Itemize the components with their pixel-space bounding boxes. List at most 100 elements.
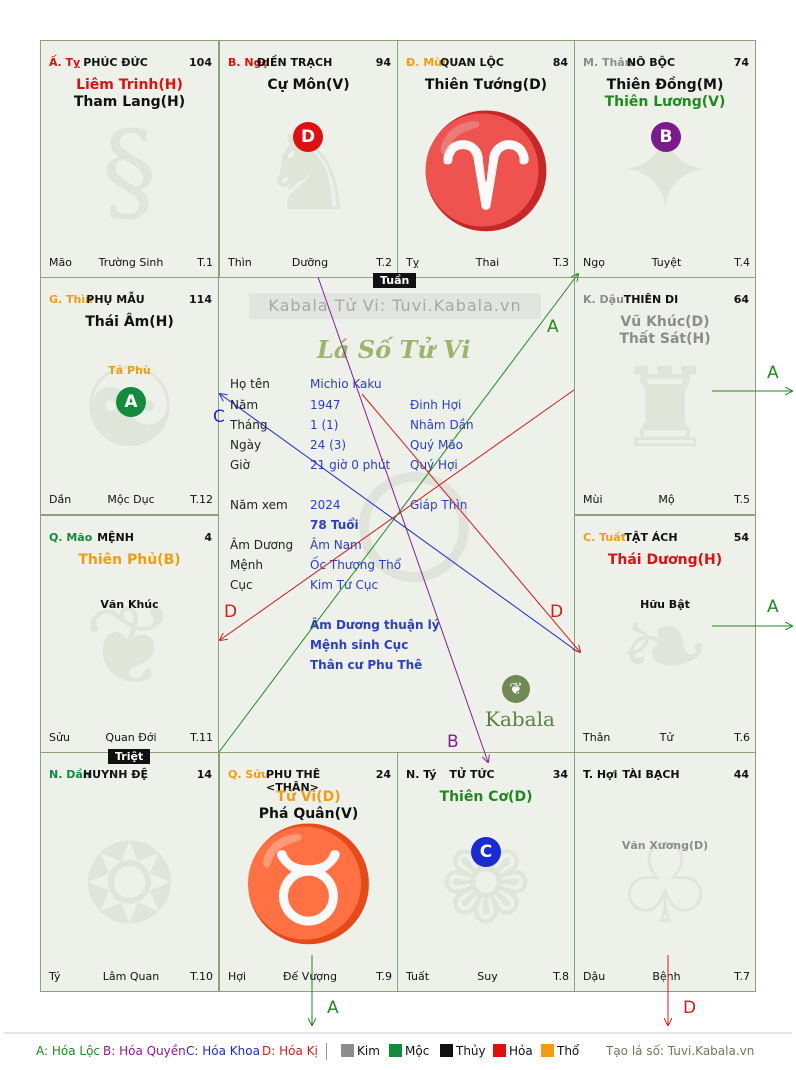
palace-name: NÔ BỘC <box>626 56 676 69</box>
palace-name: TỬ TỨC <box>449 768 495 781</box>
value-gio: 21 giờ 0 phút <box>310 458 391 472</box>
palace-value: 34 <box>552 768 568 781</box>
can-chi: Q. Mão <box>49 531 93 544</box>
hoa-swatch <box>493 1044 506 1057</box>
phase: Mộ <box>658 493 675 506</box>
can-chi: K. Dậu <box>583 293 624 306</box>
can-chi: M. Thân <box>583 56 633 69</box>
palace-tai-bach[interactable]: ♧ T. Hợi TÀI BẠCH 44 Văn Xương(D) Dậu Bệnh T… <box>574 752 756 992</box>
legend-moc: Mộc <box>389 1044 429 1058</box>
major-star: Tham Lang(H) <box>73 94 186 110</box>
can-chi: N. Tý <box>406 768 437 781</box>
palace-value: 24 <box>375 768 391 781</box>
t-number: T.8 <box>553 970 569 983</box>
arrow-label-d: D <box>550 602 564 622</box>
palace-name: PHỤ MẪU <box>86 293 145 306</box>
palace-thien-di[interactable]: ♜ K. Dậu THIÊN DI 64 Vũ Khúc(D) Thất Sát(H)… <box>574 277 756 515</box>
palace-name: PHU THÊ <THÂN> <box>266 768 321 794</box>
hoa-ki-arrow <box>220 389 575 640</box>
value-thang: 1 (1) <box>310 418 339 432</box>
palace-value: 84 <box>552 56 568 69</box>
watermark: Kabala Tử Vi: Tuvi.Kabala.vn <box>249 293 541 319</box>
t-number: T.9 <box>376 970 392 983</box>
branch: Dần <box>49 493 72 506</box>
palace-value: 64 <box>733 293 749 306</box>
ox-illustration: ♉ <box>240 819 377 948</box>
site-credit[interactable]: Tạo lá số: Tuvi.Kabala.vn <box>606 1044 755 1058</box>
branch: Dậu <box>583 970 606 983</box>
palace-name: PHÚC ĐỨC <box>83 56 148 69</box>
phase: Suy <box>477 970 498 983</box>
major-star: Thiên Cơ(D) <box>439 789 533 805</box>
goat-illustration: ♈ <box>417 106 555 235</box>
legend-divider <box>326 1043 327 1060</box>
palace-name: TẬT ÁCH <box>624 531 678 544</box>
value-ngay-can: Quý Mão <box>410 438 464 452</box>
palace-dien-trach[interactable]: ♞ B. Ngọ ĐIỀN TRẠCH 94 Cự Môn(V) D Thìn Dưỡ… <box>219 40 398 278</box>
palace-menh[interactable]: ❦ Q. Mão MỆNH 4 Thiên Phủ(B) Văn Khúc Sửu Q… <box>40 515 219 753</box>
can-chi: C. Tuất <box>583 531 626 544</box>
branch: Mùi <box>583 493 603 506</box>
t-number: T.12 <box>190 493 213 506</box>
kabala-logo-text: Kabala <box>485 707 555 731</box>
major-star: Thiên Tướng(D) <box>424 77 548 93</box>
major-star: Tử Vi(D) <box>276 789 341 805</box>
branch: Tỵ <box>406 256 420 269</box>
palace-name: THIÊN DI <box>623 293 679 306</box>
palace-name: MỆNH <box>97 531 134 544</box>
phase: Mộc Dục <box>107 493 155 506</box>
branch: Hợi <box>228 970 247 983</box>
legend-hoa: Hỏa <box>493 1044 533 1058</box>
kabala-logo-icon: ❦ <box>502 675 530 703</box>
palace-value: 14 <box>196 768 212 781</box>
kim-swatch <box>341 1044 354 1057</box>
can-chi: B. Ngọ <box>228 56 270 69</box>
t-number: T.7 <box>734 970 750 983</box>
palace-name: HUYNH ĐỆ <box>82 768 149 781</box>
value-ho-ten: Michio Kaku <box>310 377 382 391</box>
hoa-loc-arrow <box>218 274 578 753</box>
arrow-label-c: C <box>213 407 225 427</box>
center-info-panel: Kabala Tử Vi: Tuvi.Kabala.vn Lá Số Tử Vi… <box>219 277 574 753</box>
can-chi: N. Dần <box>49 768 91 781</box>
label-ngay: Ngày <box>230 438 262 452</box>
triet-tag: Triệt <box>108 749 151 764</box>
snake-illustration: § <box>102 106 157 235</box>
major-star: Vũ Khúc(D) <box>620 314 710 330</box>
palace-tu-tuc[interactable]: ❁ N. Tý TỬ TỨC 34 Thiên Cơ(D) C Tuất Suy T.8 <box>397 752 575 992</box>
can-chi: Đ. Mùi <box>406 56 446 69</box>
legend-hoa-loc: A: Hóa Lộc <box>36 1044 101 1058</box>
minor-star: Văn Khúc <box>100 598 159 611</box>
palace-no-boc[interactable]: ✦ M. Thân NÔ BỘC 74 Thiên Đồng(M) Thiên Lươ… <box>574 40 756 278</box>
hoa-khoa-marker: C <box>471 837 501 867</box>
label-menh: Mệnh <box>230 558 263 572</box>
moc-swatch <box>389 1044 402 1057</box>
t-number: T.11 <box>190 731 213 744</box>
palace-phuc-duc[interactable]: § Ấ. Tỵ PHÚC ĐỨC 104 Liêm Trinh(H) Tham Lan… <box>40 40 219 278</box>
bagua-watermark <box>359 472 469 582</box>
major-star: Cự Môn(V) <box>267 77 350 93</box>
phase: Trường Sinh <box>98 256 164 269</box>
phase: Thai <box>475 256 500 269</box>
branch: Thân <box>583 731 611 744</box>
arrow-label-a: A <box>767 363 779 383</box>
t-number: T.2 <box>376 256 392 269</box>
dog-illustration: ❧ <box>618 581 712 710</box>
arrow-label-a: A <box>547 317 559 337</box>
legend-tho: Thổ <box>541 1044 579 1058</box>
palace-huynh-de[interactable]: ❂ N. Dần HUYNH ĐỆ 14 Tý Lâm Quan T.10 <box>40 752 219 992</box>
legend-thuy: Thủy <box>440 1044 486 1058</box>
major-star: Thiên Phủ(B) <box>78 552 181 568</box>
major-star: Thiên Lương(V) <box>604 94 726 110</box>
major-star: Thái Dương(H) <box>607 552 723 568</box>
label-gio: Giờ <box>230 458 250 472</box>
palace-quan-loc[interactable]: ♈ Đ. Mùi QUAN LỘC 84 Thiên Tướng(D) Tỵ Thai… <box>397 40 575 278</box>
hoa-label: Hỏa <box>509 1044 533 1058</box>
palace-tat-ach[interactable]: ❧ C. Tuất TẬT ÁCH 54 Thái Dương(H) Hữu Bật… <box>574 515 756 753</box>
t-number: T.5 <box>734 493 750 506</box>
phase: Tuyệt <box>651 256 682 269</box>
palace-value: 4 <box>204 531 212 544</box>
palace-phu-the[interactable]: ♉ Q. Sửu PHU THÊ <THÂN> 24 Tử Vi(D) Phá Quâ… <box>219 752 398 992</box>
